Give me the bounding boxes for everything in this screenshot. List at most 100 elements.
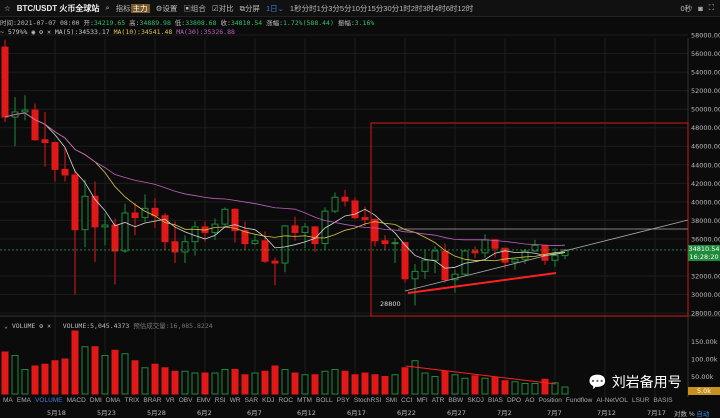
candle-body bbox=[161, 215, 169, 243]
indicator-tab[interactable]: RSI bbox=[214, 397, 226, 404]
interval-3[interactable]: 3分 bbox=[328, 3, 340, 13]
indicator-tab[interactable]: StochRSI bbox=[353, 397, 382, 404]
indicator-tab[interactable]: VOLUME bbox=[35, 397, 63, 404]
interval-9[interactable]: 2时 bbox=[410, 3, 423, 13]
uptrend-arrow bbox=[407, 272, 557, 294]
fullscreen-icon[interactable]: ⛶ bbox=[708, 3, 714, 12]
indicator-tab[interactable]: BBW bbox=[448, 397, 464, 404]
ma-indicator-name[interactable]: ~ 579%% bbox=[0, 28, 28, 36]
indicator-tab[interactable]: BIAS bbox=[488, 397, 503, 404]
interval-0[interactable]: 1秒 bbox=[289, 3, 302, 13]
indicator-tab[interactable]: LSUR bbox=[631, 397, 650, 404]
volume-bar bbox=[21, 369, 29, 395]
candle-body bbox=[551, 255, 559, 261]
indicator-tab[interactable]: BRAR bbox=[143, 397, 162, 404]
gear-icon[interactable]: ⚙ bbox=[39, 28, 44, 36]
countdown: 0秒 bbox=[680, 3, 693, 13]
indicator-tab[interactable]: KDJ bbox=[262, 397, 275, 404]
indicator-tab[interactable]: MFI bbox=[416, 397, 428, 404]
interval-10[interactable]: 3时 bbox=[422, 3, 435, 13]
candle-body bbox=[351, 200, 359, 219]
interval-8[interactable]: 1时 bbox=[399, 3, 411, 13]
split-screen-button[interactable]: ⧉分屏 bbox=[239, 3, 260, 13]
price-tick-label: 56000.00 bbox=[691, 50, 720, 58]
search-icon[interactable]: ⌕ bbox=[105, 3, 110, 12]
ohlc-info: 时间:2021-07-07 08:00 开:34219.65 高:34889.9… bbox=[0, 19, 375, 27]
indicator-tab[interactable]: PSY bbox=[336, 397, 350, 404]
interval-1[interactable]: 分时 bbox=[301, 3, 317, 13]
candle-body bbox=[271, 260, 279, 264]
candle-body bbox=[481, 239, 489, 254]
star-icon[interactable]: ☆ bbox=[4, 3, 11, 13]
combo-button[interactable]: ▣组合 bbox=[183, 3, 206, 13]
watermark: 💬 刘岩备用号 bbox=[588, 373, 682, 391]
interval-5[interactable]: 10分 bbox=[351, 3, 368, 13]
indicator-tab[interactable]: AO bbox=[525, 397, 535, 404]
candle-body bbox=[311, 226, 319, 245]
interval-dropdown[interactable]: 1日⌄ bbox=[265, 3, 284, 13]
volume-bar bbox=[231, 369, 239, 395]
indicator-tab[interactable]: SKDJ bbox=[467, 397, 484, 404]
candle-body bbox=[51, 142, 59, 170]
indicator-tab[interactable]: OBV bbox=[178, 397, 193, 404]
indicators-button[interactable]: 指标 主力 bbox=[115, 3, 150, 13]
camera-icon[interactable]: ◙ bbox=[698, 3, 703, 13]
volume-bar bbox=[301, 374, 309, 395]
close-icon[interactable]: ✕ bbox=[47, 322, 51, 330]
interval-2[interactable]: 1分 bbox=[316, 3, 329, 13]
volume-bar bbox=[271, 365, 279, 395]
indicator-tab[interactable]: SMI bbox=[385, 397, 398, 404]
volume-bar bbox=[501, 380, 509, 395]
indicator-tab[interactable]: MTM bbox=[297, 397, 312, 404]
price-tick-label: 58000.00 bbox=[691, 32, 720, 40]
volume-bar bbox=[1, 351, 9, 395]
interval-6[interactable]: 15分 bbox=[367, 3, 384, 13]
indicator-tab[interactable]: Fundflow bbox=[565, 397, 593, 404]
interval-4[interactable]: 5分 bbox=[339, 3, 352, 13]
indicator-tab[interactable]: EMA bbox=[16, 397, 31, 404]
volume-bar bbox=[551, 382, 559, 395]
indicator-tab[interactable]: DMI bbox=[89, 397, 102, 404]
volume-legend: ⌄ VOLUME ⚙ ✕ VOLUME:5,045.4373 预估成交量:16,… bbox=[4, 322, 213, 330]
interval-13[interactable]: 12时 bbox=[457, 3, 474, 13]
indicator-tab[interactable]: SAR bbox=[244, 397, 259, 404]
date-tick-label: 7月17 bbox=[647, 409, 666, 416]
volume-bar bbox=[371, 374, 379, 395]
interval-7[interactable]: 30分 bbox=[383, 3, 400, 13]
indicator-tab[interactable]: BASIS bbox=[653, 397, 673, 404]
indicator-tab[interactable]: WR bbox=[229, 397, 241, 404]
date-tick-label: 5月28 bbox=[147, 409, 166, 416]
indicator-tab[interactable]: MACD bbox=[66, 397, 86, 404]
indicator-tab[interactable]: DMA bbox=[105, 397, 121, 404]
volume-bar bbox=[561, 386, 569, 395]
eye-icon[interactable]: ◉ bbox=[31, 28, 36, 36]
volume-bar bbox=[541, 378, 549, 395]
ma30-line bbox=[4, 112, 566, 246]
indicator-tab[interactable]: ROC bbox=[278, 397, 293, 404]
volume-downtrend-line bbox=[405, 365, 557, 385]
indicator-tab[interactable]: AI-NetVOL bbox=[596, 397, 628, 404]
interval-12[interactable]: 6时 bbox=[445, 3, 458, 13]
indicator-tab[interactable]: Position bbox=[538, 397, 562, 404]
close-icon[interactable]: ✕ bbox=[47, 28, 51, 36]
date-tick-label: 5月18 bbox=[47, 409, 66, 416]
indicator-tab[interactable]: CCI bbox=[401, 397, 413, 404]
indicator-tab[interactable]: TRIX bbox=[124, 397, 140, 404]
compare-button[interactable]: ☑对比 bbox=[211, 3, 234, 13]
price-tick-label: 48000.00 bbox=[691, 124, 720, 132]
settings-button[interactable]: ⚙设置 bbox=[155, 3, 178, 13]
indicator-tab[interactable]: VR bbox=[165, 397, 175, 404]
indicator-tab[interactable]: DPO bbox=[506, 397, 522, 404]
symbol-title[interactable]: BTC/USDT 火币全球站 bbox=[16, 3, 100, 13]
indicator-tab[interactable]: MA bbox=[3, 397, 13, 404]
interval-11[interactable]: 4时 bbox=[434, 3, 446, 13]
ma10-line bbox=[4, 112, 566, 262]
volume-bar bbox=[281, 369, 289, 395]
indicator-tab[interactable]: BOLL bbox=[316, 397, 333, 404]
volume-bar bbox=[431, 376, 439, 395]
indicator-tab[interactable]: EMV bbox=[196, 397, 211, 404]
indicator-tab[interactable]: ATR bbox=[431, 397, 445, 404]
candle-body bbox=[261, 240, 269, 262]
price-tick-label: 30000.00 bbox=[691, 291, 720, 299]
